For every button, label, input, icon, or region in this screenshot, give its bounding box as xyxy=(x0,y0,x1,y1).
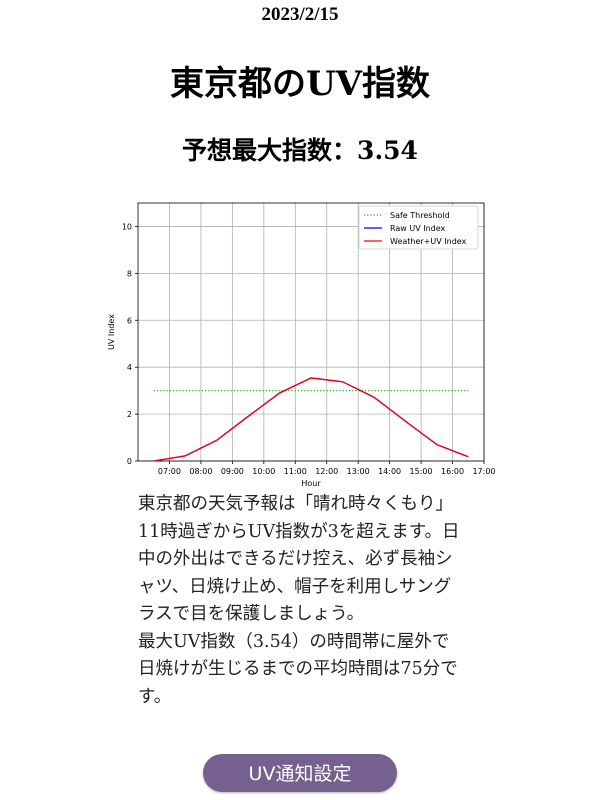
y-tick-label: 0 xyxy=(127,457,132,466)
forecast-paragraph-2: 最大UV指数（3.54）の時間帯に屋外で日焼けが生じるまでの平均時間は75分です… xyxy=(138,631,458,707)
forecast-description: 東京都の天気予報は「晴れ時々くもり」11時過ぎからUV指数が3を超えます。日中の… xyxy=(138,491,462,711)
x-tick-label: 10:00 xyxy=(252,467,275,476)
x-tick-label: 11:00 xyxy=(284,467,307,476)
forecast-paragraph-1: 東京都の天気予報は「晴れ時々くもり」11時過ぎからUV指数が3を超えます。日中の… xyxy=(138,494,460,624)
y-tick-label: 4 xyxy=(127,363,132,372)
y-axis-label: UV Index xyxy=(107,314,116,350)
uv-notification-settings-button[interactable]: UV通知設定 xyxy=(203,754,397,792)
x-tick-label: 14:00 xyxy=(378,467,401,476)
x-tick-label: 09:00 xyxy=(221,467,244,476)
y-tick-label: 2 xyxy=(127,410,132,419)
legend-label: Raw UV Index xyxy=(390,224,446,233)
x-tick-label: 08:00 xyxy=(189,467,212,476)
x-tick-label: 12:00 xyxy=(315,467,338,476)
uv-chart: 07:00 08:00 09:00 10:00 11:00 12:00 13:00 14:00… xyxy=(107,202,496,488)
y-tick-label: 6 xyxy=(127,316,132,325)
max-index-label: 予想最大指数：3.54 xyxy=(182,136,418,165)
x-tick-label: 13:00 xyxy=(347,467,370,476)
x-tick-label: 17:00 xyxy=(472,467,495,476)
y-tick-label: 8 xyxy=(127,269,132,278)
legend-label: Weather+UV Index xyxy=(390,237,467,246)
x-tick-label: 07:00 xyxy=(158,467,181,476)
x-tick-label: 15:00 xyxy=(410,467,433,476)
y-tick-label: 10 xyxy=(122,222,132,231)
plot-frame xyxy=(137,202,485,462)
page-title: 東京都のUV指数 xyxy=(169,64,431,104)
legend-label: Safe Threshold xyxy=(390,211,450,220)
date-label: 2023/2/15 xyxy=(261,4,339,25)
x-tick-label: 16:00 xyxy=(441,467,464,476)
legend-box xyxy=(358,205,479,250)
x-axis-label: Hour xyxy=(301,479,321,488)
